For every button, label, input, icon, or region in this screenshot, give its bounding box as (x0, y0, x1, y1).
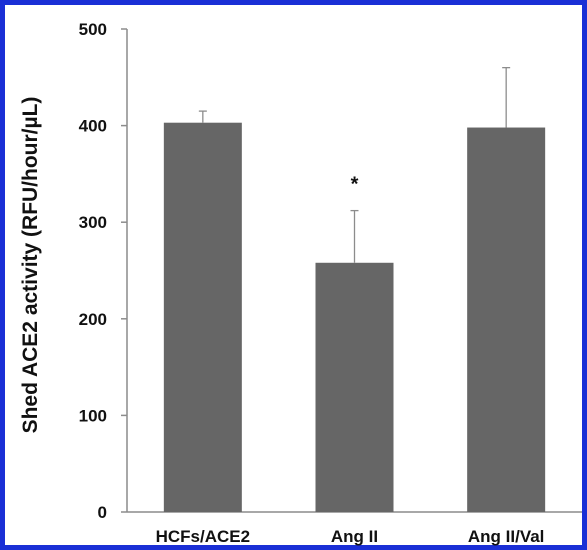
y-ticks: 0 100 200 300 400 500 (79, 20, 127, 522)
x-tick-label: HCFs/ACE2 (156, 527, 250, 546)
annotations: * (351, 174, 359, 196)
bar (315, 262, 394, 512)
x-tick-labels: HCFs/ACE2 Ang II Ang II/Val (156, 527, 545, 546)
x-tick-label: Ang II/Val (468, 527, 545, 546)
y-tick-label: 200 (79, 310, 107, 329)
y-tick-label: 300 (79, 213, 107, 232)
significance-marker: * (351, 174, 359, 196)
y-tick-label: 100 (79, 406, 107, 425)
y-tick-label: 400 (79, 117, 107, 136)
bars (163, 122, 546, 513)
bar (163, 122, 242, 513)
bar (467, 127, 546, 513)
y-tick-label: 500 (79, 20, 107, 39)
x-tick-label: Ang II (331, 527, 378, 546)
error-bars (198, 66, 511, 263)
y-axis-label: Shed ACE2 activity (RFU/hour/µL) (19, 97, 42, 434)
y-tick-label: 0 (98, 503, 107, 522)
